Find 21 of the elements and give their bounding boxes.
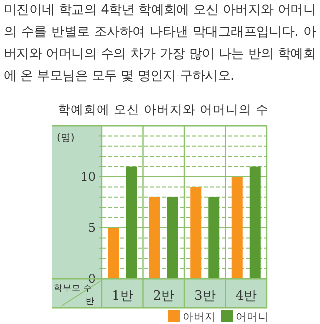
- bar: [190, 187, 202, 279]
- x-tick-label: 3반: [194, 289, 216, 304]
- x-tick-label: 4반: [236, 289, 258, 304]
- bar: [250, 166, 261, 279]
- y-axis-title: 학부모 수: [54, 284, 93, 294]
- bar: [232, 177, 243, 279]
- x-tick-label: 1반: [112, 289, 134, 304]
- legend-label: 어머니: [236, 312, 269, 324]
- x-axis-title: 반: [86, 297, 95, 307]
- bar: [208, 197, 220, 279]
- x-tick-label: 2반: [153, 289, 175, 304]
- bar: [149, 197, 160, 279]
- bar: [108, 228, 120, 279]
- bar: [126, 166, 138, 279]
- text: 미진이네 학교의 4학년 학예회에 오신 아버지와 어머니의 수를 반별로 조사하여 나타낸 막대그래프입니다. 아버지와 어머니의 수의 차가 가장 많이 나는 반의 학예회에 온 부모님은 모두 몇 명인지 구하시오.: [4, 2, 316, 86]
- bar: [167, 197, 178, 279]
- legend-label: 아버지: [183, 312, 216, 324]
- y-tick-label: 10: [80, 170, 96, 184]
- y-tick-label: 5: [88, 221, 96, 235]
- chart-title: 학예회에 오신 아버지와 어머니의 수: [58, 102, 269, 117]
- text: (명): [57, 133, 75, 144]
